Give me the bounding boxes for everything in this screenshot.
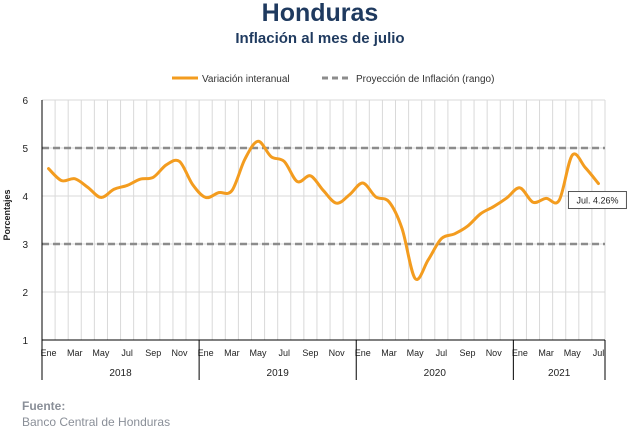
x-tick-label: Sep (460, 348, 476, 358)
chart-subtitle: Inflación al mes de julio (235, 30, 405, 47)
x-tick-label: Mar (67, 348, 83, 358)
x-tick-label: Jul (278, 348, 290, 358)
x-tick-label: May (92, 348, 110, 358)
y-tick-label: 3 (22, 240, 28, 251)
axes: 1 2 3 4 5 6 Ene Mar May Jul Sep Nov Ene Mar May Jul Sep N… (22, 96, 606, 380)
x-tick-label: Ene (41, 348, 57, 358)
year-label: 2019 (267, 368, 290, 379)
x-tick-label: Mar (381, 348, 397, 358)
y-tick-label: 4 (22, 192, 28, 203)
x-tick-label: May (250, 348, 268, 358)
annotation-layer: Jul. 4.26% (567, 191, 627, 210)
source-value: Banco Central de Honduras (22, 415, 171, 429)
y-tick-label: 2 (22, 288, 28, 299)
x-tick-label: Jul (436, 348, 448, 358)
x-tick-label: Sep (145, 348, 161, 358)
projection-range-lines (42, 146, 605, 246)
grid (41, 99, 606, 341)
y-tick-label: 5 (22, 144, 28, 155)
annotation-box (567, 191, 627, 210)
legend-label-series: Variación interanual (202, 74, 290, 85)
legend-label-projection: Proyección de Inflación (rango) (356, 74, 494, 85)
x-tick-label: Ene (355, 348, 371, 358)
x-tick-label: May (564, 348, 582, 358)
legend: Variación interanual Proyección de Infla… (172, 74, 494, 85)
x-tick-label: Jul (121, 348, 133, 358)
x-tick-label: Mar (538, 348, 554, 358)
series-line-variacion-interanual (47, 139, 600, 282)
y-tick-label: 6 (22, 96, 28, 107)
x-tick-label: May (407, 348, 425, 358)
year-label: 2018 (109, 368, 132, 379)
x-tick-label: Sep (302, 348, 318, 358)
source-label: Fuente: (22, 399, 66, 413)
y-tick-label: 1 (22, 336, 28, 347)
x-tick-label: Jul (593, 348, 605, 358)
x-tick-label: Ene (198, 348, 214, 358)
x-tick-label: Nov (329, 348, 346, 358)
x-tick-label: Mar (224, 348, 240, 358)
x-tick-label: Ene (512, 348, 528, 358)
year-label: 2021 (548, 368, 571, 379)
year-label: 2020 (424, 368, 447, 379)
x-tick-label: Nov (171, 348, 188, 358)
chart-title: Honduras (261, 0, 379, 27)
series-layer (47, 139, 600, 282)
x-tick-label: Nov (486, 348, 503, 358)
annotation-label: Jul. 4.26% (576, 196, 618, 206)
y-axis-label: Porcentajes (2, 189, 12, 240)
